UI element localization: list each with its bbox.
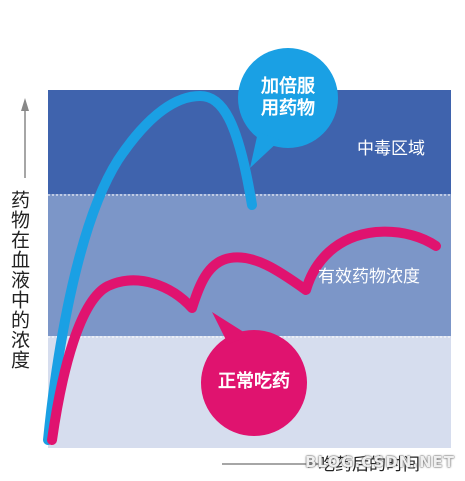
double-dose-bubble	[238, 48, 338, 148]
double-dose-label-line2: 用药物	[261, 98, 315, 119]
y-axis-label: 药物在血液中的浓度	[8, 190, 30, 370]
normal-dose-bubble-tail	[212, 312, 250, 344]
normal-dose-bubble-text: 正常吃药	[218, 371, 290, 392]
x-axis-arrow-icon	[308, 460, 320, 468]
y-axis-arrow-icon	[21, 98, 29, 111]
effective-zone-band	[48, 194, 451, 336]
effective-zone-label: 有效药物浓度	[318, 267, 420, 287]
double-dose-label-line1: 加倍服	[261, 76, 315, 97]
x-axis-label: 吃药后的时间	[318, 455, 420, 475]
double-dose-curve	[43, 90, 257, 445]
toxic-zone-label: 中毒区域	[357, 139, 425, 159]
normal-dose-curve	[47, 226, 441, 445]
double-dose-bubble-tail	[250, 132, 280, 168]
double-dose-bubble-text: 加倍服 用药物	[246, 76, 330, 120]
watermark: BLOG.CSDN.NET	[304, 453, 455, 471]
normal-dose-bubble	[201, 330, 307, 436]
